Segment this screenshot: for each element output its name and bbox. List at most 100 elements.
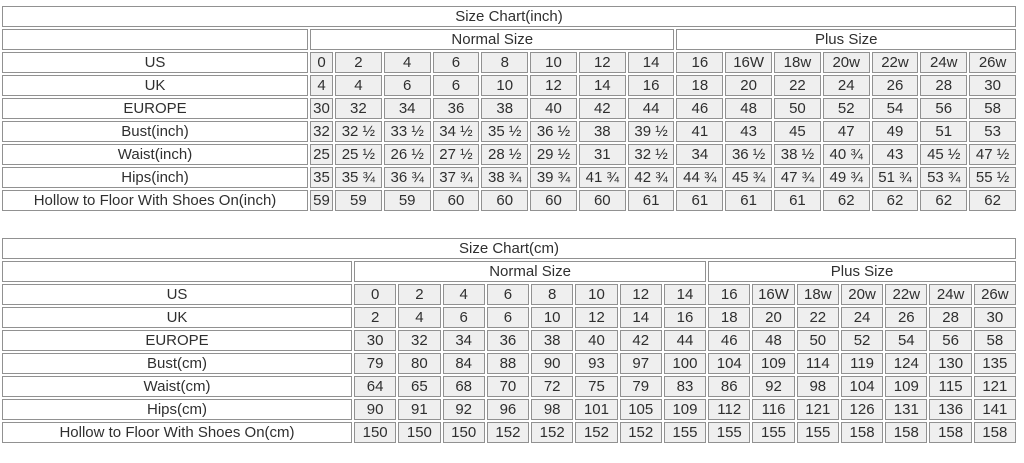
row-label: EUROPE [2, 330, 352, 351]
size-chart-inch-table: Size Chart(inch) Normal Size Plus Size U… [0, 4, 1018, 213]
value-cell: 14 [578, 75, 626, 96]
value-cell: 48 [752, 330, 795, 351]
value-cell: 91 [398, 399, 441, 420]
value-cell: 38 [531, 330, 574, 351]
value-cell: 70 [486, 376, 530, 397]
value-cell: 20 [752, 307, 795, 328]
value-cell: 20w [840, 284, 884, 305]
value-cell: 4 [335, 75, 382, 96]
row-label: US [2, 52, 308, 73]
value-cell: 38 [578, 121, 626, 142]
row-label: Hollow to Floor With Shoes On(inch) [2, 190, 308, 211]
value-cell: 37 ¾ [432, 167, 480, 188]
value-cell: 60 [481, 190, 529, 211]
value-cell: 152 [531, 422, 574, 443]
value-cell: 126 [840, 399, 884, 420]
value-cell: 141 [973, 399, 1016, 420]
value-cell: 33 ½ [383, 121, 431, 142]
value-cell: 158 [929, 422, 972, 443]
value-cell: 109 [885, 376, 928, 397]
title-row: Size Chart(inch) [2, 6, 1016, 27]
row-label: EUROPE [2, 98, 308, 119]
value-cell: 10 [575, 284, 618, 305]
value-cell: 34 [676, 144, 724, 165]
value-cell: 29 ½ [530, 144, 577, 165]
value-cell: 62 [920, 190, 968, 211]
value-cell: 158 [973, 422, 1016, 443]
value-cell: 61 [676, 190, 724, 211]
value-cell: 115 [929, 376, 972, 397]
value-cell: 42 [619, 330, 662, 351]
table-row: US 0 2 4 6 8 10 12 14 16 16W 18w 20w 22w 24w 26w [2, 52, 1016, 73]
value-cell: 59 [310, 190, 333, 211]
value-cell: 47 ½ [969, 144, 1016, 165]
value-cell: 155 [708, 422, 751, 443]
value-cell: 18w [774, 52, 821, 73]
value-cell: 36 [432, 98, 480, 119]
value-cell: 2 [354, 307, 397, 328]
value-cell: 22 [796, 307, 839, 328]
value-cell: 88 [486, 353, 530, 374]
value-cell: 51 [920, 121, 968, 142]
value-cell: 62 [871, 190, 919, 211]
value-cell: 26w [973, 284, 1016, 305]
value-cell: 34 [442, 330, 485, 351]
group-header-normal-size: Normal Size [354, 261, 707, 282]
value-cell: 6 [442, 307, 485, 328]
value-cell: 30 [354, 330, 397, 351]
value-cell: 60 [530, 190, 577, 211]
table-row: Waist(cm) 64 65 68 70 72 75 79 83 86 92 98 104 109 115… [2, 376, 1016, 397]
table-row: Hollow to Floor With Shoes On(inch) 59 59 5… [2, 190, 1016, 211]
value-cell: 16 [663, 307, 707, 328]
value-cell: 38 [481, 98, 529, 119]
value-cell: 31 [578, 144, 626, 165]
value-cell: 42 ¾ [627, 167, 675, 188]
value-cell: 18 [676, 75, 724, 96]
value-cell: 28 ½ [481, 144, 529, 165]
value-cell: 136 [929, 399, 972, 420]
value-cell: 61 [627, 190, 675, 211]
value-cell: 22w [871, 52, 919, 73]
value-cell: 4 [442, 284, 485, 305]
value-cell: 40 ¾ [822, 144, 870, 165]
value-cell: 130 [929, 353, 972, 374]
value-cell: 62 [822, 190, 870, 211]
row-label: Waist(cm) [2, 376, 352, 397]
value-cell: 53 ¾ [920, 167, 968, 188]
table-row: US 0 2 4 6 8 10 12 14 16 16W 18w 20w 22w 24w 26w [2, 284, 1016, 305]
value-cell: 2 [335, 52, 382, 73]
value-cell: 45 [774, 121, 821, 142]
value-cell: 150 [398, 422, 441, 443]
value-cell: 116 [752, 399, 795, 420]
value-cell: 44 [663, 330, 707, 351]
value-cell: 79 [354, 353, 397, 374]
value-cell: 75 [575, 376, 618, 397]
value-cell: 2 [398, 284, 441, 305]
value-cell: 61 [725, 190, 773, 211]
size-chart-cm-table: Size Chart(cm) Normal Size Plus Size US 0… [0, 236, 1018, 445]
value-cell: 26w [969, 52, 1016, 73]
group-header-spacer [2, 29, 308, 50]
table-title-cm: Size Chart(cm) [2, 238, 1016, 259]
value-cell: 105 [619, 399, 662, 420]
value-cell: 51 ¾ [871, 167, 919, 188]
value-cell: 92 [442, 399, 485, 420]
value-cell: 64 [354, 376, 397, 397]
value-cell: 26 ½ [383, 144, 431, 165]
table-row: Bust(inch) 32 32 ½ 33 ½ 34 ½ 35 ½ 36 ½ 38 39 ½ 41… [2, 121, 1016, 142]
value-cell: 152 [486, 422, 530, 443]
value-cell: 54 [885, 330, 928, 351]
value-cell: 59 [383, 190, 431, 211]
value-cell: 43 [871, 144, 919, 165]
value-cell: 32 ½ [335, 121, 382, 142]
value-cell: 24w [920, 52, 968, 73]
value-cell: 59 [335, 190, 382, 211]
value-cell: 24w [929, 284, 972, 305]
table-row: EUROPE 30 32 34 36 38 40 42 44 46 48 50 52 54 56 58 [2, 98, 1016, 119]
row-label: UK [2, 75, 308, 96]
value-cell: 92 [752, 376, 795, 397]
value-cell: 6 [486, 284, 530, 305]
value-cell: 121 [796, 399, 839, 420]
value-cell: 8 [531, 284, 574, 305]
value-cell: 109 [752, 353, 795, 374]
